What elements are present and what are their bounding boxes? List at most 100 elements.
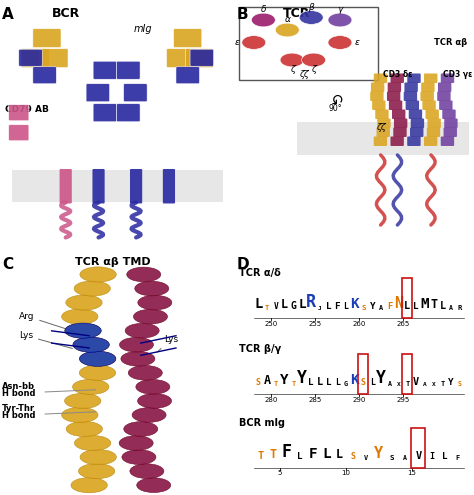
FancyBboxPatch shape (374, 73, 387, 83)
Ellipse shape (275, 23, 299, 37)
Text: Y: Y (369, 302, 375, 311)
FancyBboxPatch shape (444, 128, 457, 137)
Bar (12, 170, 223, 202)
Text: C: C (2, 257, 13, 272)
Text: Tyr-Thr: Tyr-Thr (2, 404, 36, 413)
Text: CD3 δε: CD3 δε (383, 70, 412, 80)
Text: α: α (284, 15, 290, 24)
FancyBboxPatch shape (427, 128, 440, 137)
FancyBboxPatch shape (391, 137, 404, 146)
Text: ε: ε (354, 38, 359, 47)
FancyBboxPatch shape (190, 49, 213, 66)
FancyBboxPatch shape (393, 128, 407, 137)
FancyBboxPatch shape (388, 83, 401, 92)
Ellipse shape (65, 323, 101, 338)
Bar (410, 428, 425, 468)
Text: N: N (394, 296, 403, 311)
Text: Y: Y (297, 369, 307, 387)
FancyBboxPatch shape (86, 84, 109, 102)
FancyBboxPatch shape (117, 61, 140, 79)
Text: D: D (237, 257, 250, 272)
Text: 265: 265 (396, 321, 410, 327)
Text: A: A (423, 382, 427, 387)
Text: 250: 250 (264, 321, 278, 327)
FancyBboxPatch shape (185, 49, 213, 67)
FancyBboxPatch shape (93, 61, 117, 79)
Text: V: V (364, 454, 368, 460)
FancyBboxPatch shape (439, 100, 453, 110)
Ellipse shape (242, 36, 266, 50)
FancyBboxPatch shape (404, 83, 418, 92)
Text: γ: γ (337, 5, 343, 14)
Text: CD3 γε: CD3 γε (443, 70, 472, 80)
Text: mIg: mIg (134, 24, 152, 35)
Ellipse shape (122, 450, 156, 464)
Text: BCR mIg: BCR mIg (239, 418, 285, 428)
Bar (358, 354, 368, 395)
Ellipse shape (80, 267, 116, 282)
Ellipse shape (79, 365, 116, 381)
Ellipse shape (121, 351, 155, 366)
Text: T: T (270, 447, 277, 460)
FancyBboxPatch shape (21, 49, 49, 67)
Text: S: S (350, 451, 355, 460)
Text: T: T (440, 381, 445, 387)
Text: ζ: ζ (290, 65, 294, 74)
Text: 15: 15 (407, 470, 416, 477)
Text: T: T (273, 381, 278, 387)
FancyBboxPatch shape (375, 109, 389, 119)
Ellipse shape (127, 267, 161, 282)
Text: S: S (361, 305, 366, 311)
Text: Lys: Lys (19, 331, 73, 348)
Ellipse shape (137, 478, 171, 493)
Text: Y: Y (448, 378, 454, 387)
Ellipse shape (299, 10, 323, 24)
FancyBboxPatch shape (93, 104, 117, 122)
Ellipse shape (137, 394, 172, 408)
FancyBboxPatch shape (33, 67, 56, 84)
FancyBboxPatch shape (239, 7, 378, 80)
Text: 285: 285 (309, 397, 322, 403)
FancyBboxPatch shape (40, 49, 68, 67)
Text: T: T (430, 298, 438, 311)
Text: K: K (350, 297, 359, 311)
Ellipse shape (71, 478, 107, 493)
Ellipse shape (80, 449, 117, 465)
Ellipse shape (135, 281, 169, 296)
Text: T: T (257, 450, 264, 460)
Text: A: A (2, 7, 14, 22)
FancyBboxPatch shape (421, 83, 435, 92)
Text: H bond: H bond (2, 411, 36, 420)
Ellipse shape (136, 380, 170, 394)
Text: L: L (298, 298, 306, 311)
Text: L: L (322, 446, 330, 460)
Ellipse shape (125, 323, 159, 338)
Text: BCR: BCR (52, 7, 80, 20)
Text: V: V (273, 302, 278, 311)
Ellipse shape (328, 36, 352, 50)
Text: L: L (439, 301, 446, 311)
Text: ζζ: ζζ (299, 70, 309, 80)
Text: Arg: Arg (19, 311, 77, 333)
FancyBboxPatch shape (422, 100, 436, 110)
Text: L: L (281, 298, 288, 311)
FancyBboxPatch shape (404, 92, 417, 101)
FancyBboxPatch shape (387, 92, 401, 101)
FancyBboxPatch shape (166, 49, 195, 67)
Text: S: S (361, 378, 366, 387)
Text: L: L (336, 447, 343, 460)
FancyBboxPatch shape (117, 104, 140, 122)
Text: 255: 255 (309, 321, 322, 327)
Text: A: A (388, 381, 392, 387)
Text: S: S (255, 378, 261, 387)
Bar (402, 354, 412, 395)
Ellipse shape (79, 463, 115, 479)
Ellipse shape (138, 295, 172, 310)
FancyBboxPatch shape (438, 83, 451, 92)
Text: 280: 280 (264, 397, 278, 403)
FancyBboxPatch shape (394, 118, 407, 128)
FancyBboxPatch shape (441, 137, 454, 146)
Text: S: S (390, 454, 394, 460)
FancyBboxPatch shape (130, 169, 142, 203)
Text: L: L (317, 377, 323, 387)
